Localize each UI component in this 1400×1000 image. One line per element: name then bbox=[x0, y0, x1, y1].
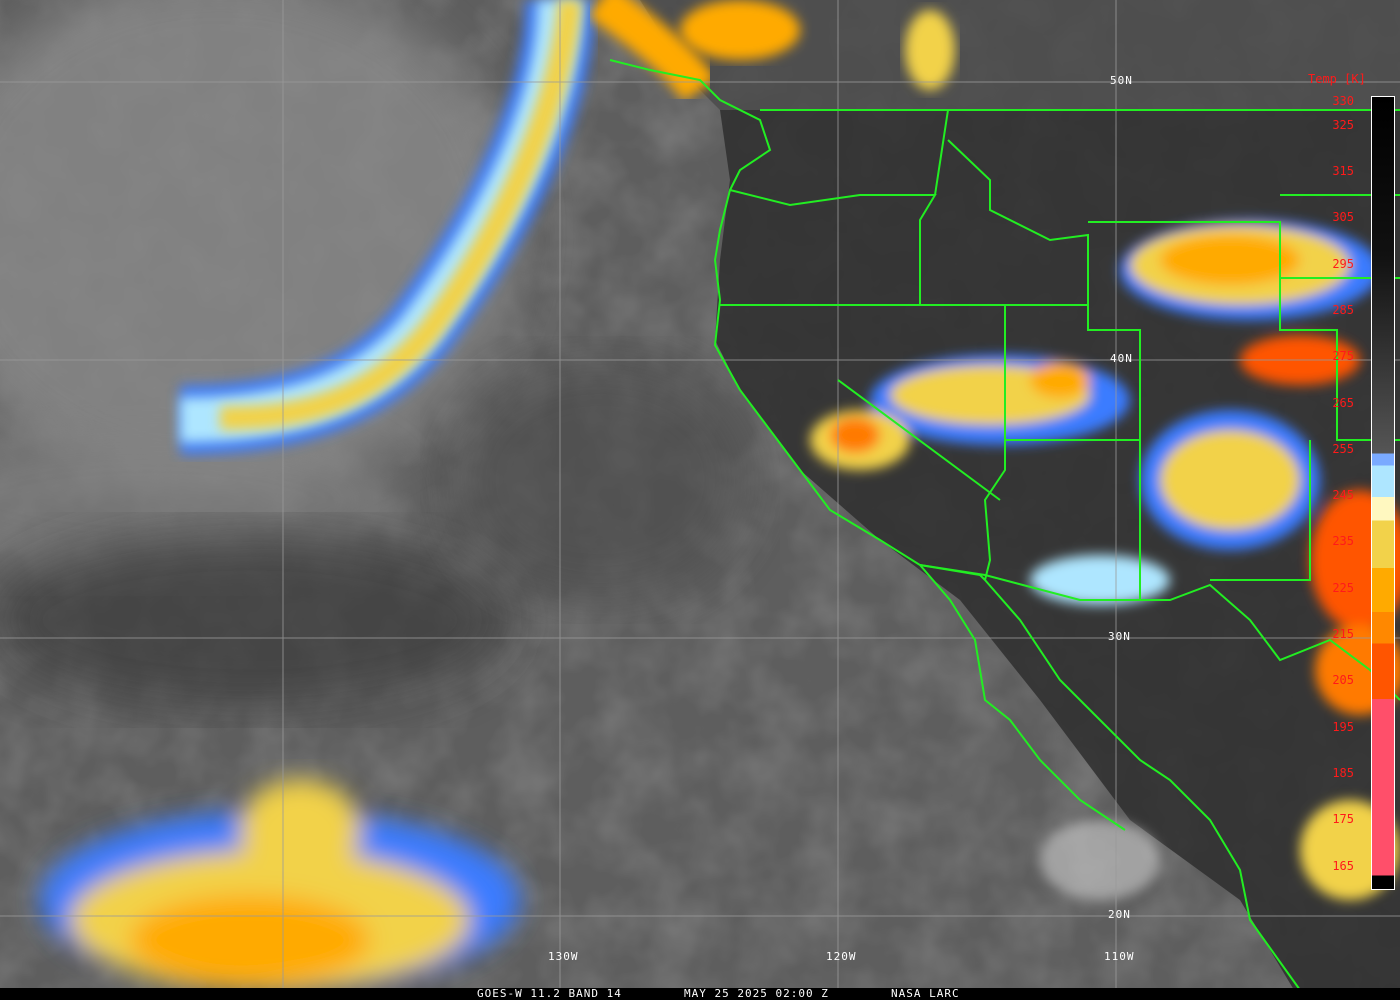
lat-label-50n: 50N bbox=[1110, 74, 1133, 87]
state-borders bbox=[720, 109, 1400, 600]
lon-label-120w: 120W bbox=[826, 950, 857, 963]
colorbar-tick-label: 245 bbox=[1332, 488, 1354, 503]
tropical-cloud-cluster bbox=[40, 780, 520, 990]
frontal-cloud-band bbox=[587, 0, 717, 102]
cloud-cell bbox=[905, 10, 955, 90]
colorbar-tick-label: 275 bbox=[1332, 349, 1354, 364]
caption-datetime: MAY 25 2025 02:00 Z bbox=[684, 987, 829, 1000]
dry-area bbox=[0, 530, 510, 710]
colorbar-tick-label: 330 bbox=[1332, 94, 1354, 108]
dry-area bbox=[450, 360, 750, 600]
frontal-cloud-band bbox=[219, 0, 582, 431]
colorbar-tick-label: 285 bbox=[1332, 302, 1354, 317]
lat-label-40n: 40N bbox=[1110, 352, 1133, 365]
caption-satellite: GOES-W 11.2 BAND 14 bbox=[477, 987, 622, 1000]
colorbar-title: Temp [K] bbox=[1308, 72, 1366, 86]
colorbar-tick-label: 255 bbox=[1332, 441, 1354, 456]
political-borders bbox=[609, 59, 1400, 991]
colorbar-tick-label: 235 bbox=[1332, 534, 1354, 549]
colorbar-tick-label: 295 bbox=[1332, 256, 1354, 271]
colorbar-tick-label: 325 bbox=[1332, 118, 1354, 132]
colorbar bbox=[1371, 96, 1395, 890]
us-mexico-border bbox=[919, 564, 1400, 701]
coastline bbox=[609, 59, 1126, 831]
colorbar-tick-label: 185 bbox=[1332, 765, 1354, 780]
lon-label-110w: 110W bbox=[1104, 950, 1135, 963]
land-area bbox=[715, 110, 1400, 1000]
colorbar-tick-label: 195 bbox=[1332, 719, 1354, 734]
lat-label-30n: 30N bbox=[1108, 630, 1131, 643]
colorbar-tick-label: 305 bbox=[1332, 210, 1354, 225]
cloud-cell bbox=[680, 0, 800, 60]
caption-source: NASA LARC bbox=[891, 987, 960, 1000]
lon-label-130w: 130W bbox=[548, 950, 579, 963]
colorbar-tick-label: 215 bbox=[1332, 627, 1354, 641]
image-caption: GOES-W 11.2 BAND 14 MAY 25 2025 02:00 Z … bbox=[0, 988, 1400, 1000]
lat-label-20n: 20N bbox=[1108, 908, 1131, 921]
colorbar-tick-label: 315 bbox=[1332, 164, 1354, 178]
colorbar-tick-label: 205 bbox=[1332, 673, 1354, 688]
colorbar-tick-label: 265 bbox=[1332, 395, 1354, 410]
colorbar-tick-label: 175 bbox=[1332, 812, 1354, 827]
gulf-coast bbox=[984, 579, 1301, 991]
colorbar-tick-label: 165 bbox=[1332, 858, 1354, 873]
colorbar-tick-label: 225 bbox=[1332, 580, 1354, 595]
